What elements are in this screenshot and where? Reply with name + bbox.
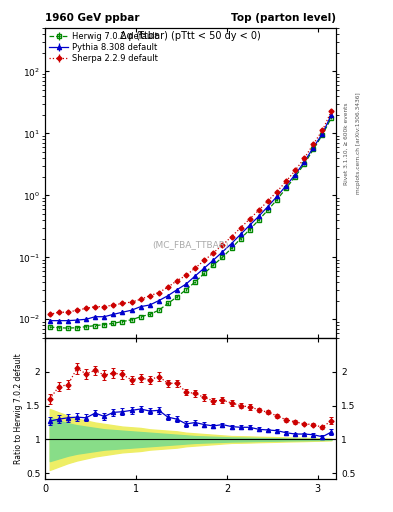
Text: mcplots.cern.ch [arXiv:1306.3436]: mcplots.cern.ch [arXiv:1306.3436] — [356, 93, 361, 194]
Y-axis label: Ratio to Herwig 7.0.2 default: Ratio to Herwig 7.0.2 default — [14, 353, 23, 464]
Text: Rivet 3.1.10, ≥ 600k events: Rivet 3.1.10, ≥ 600k events — [344, 102, 349, 185]
Text: (MC_FBA_TTBAR): (MC_FBA_TTBAR) — [152, 241, 229, 249]
Legend: Herwig 7.0.2 default, Pythia 8.308 default, Sherpa 2.2.9 default: Herwig 7.0.2 default, Pythia 8.308 defau… — [47, 30, 160, 66]
Text: 1960 GeV ppbar: 1960 GeV ppbar — [45, 13, 140, 23]
Text: Top (parton level): Top (parton level) — [231, 13, 336, 23]
Text: Δφ (t̅tbar) (pTtt < 50 dy < 0): Δφ (t̅tbar) (pTtt < 50 dy < 0) — [120, 31, 261, 41]
